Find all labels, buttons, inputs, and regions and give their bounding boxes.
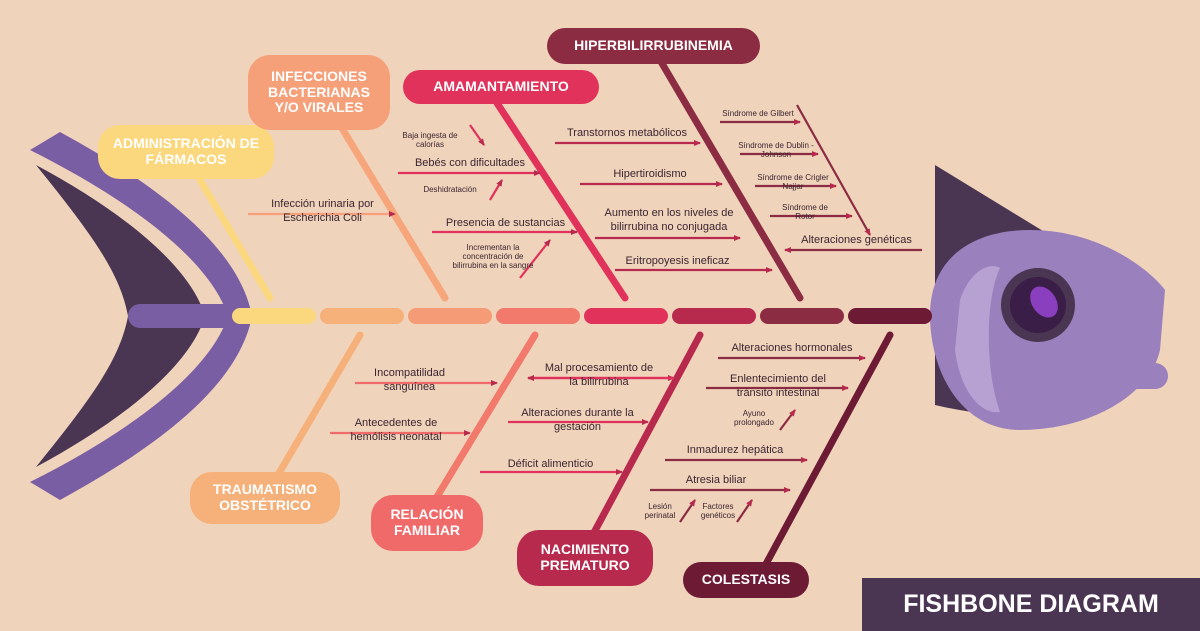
cause-transtornos: Transtornos metabólicos xyxy=(566,127,688,139)
cause-crigler: Síndrome de Crigler Najjar xyxy=(757,173,829,192)
cause-bebes-dificultades: Bebés con dificultades xyxy=(414,157,526,169)
cause-alteraciones-hormonales: Alteraciones hormonales xyxy=(731,342,853,354)
cause-alteraciones-gestacion: Alteraciones durante la gestación xyxy=(521,407,634,433)
cause-inmadurez: Inmadurez hepática xyxy=(686,444,784,456)
cause-atresia: Atresia biliar xyxy=(685,474,747,486)
cause-deshidratacion: Deshidratación xyxy=(423,185,477,194)
cause-mal-procesamiento: Mal procesamiento de la bilirrubina xyxy=(544,362,654,388)
cause-deficit: Déficit alimenticio xyxy=(507,458,594,470)
fish-head xyxy=(930,165,1168,430)
cause-hipertiroidismo: Hipertiroidismo xyxy=(613,168,687,180)
cause-presencia-sustancias: Presencia de sustancias xyxy=(445,217,566,229)
category-label: AMAMANTAMIENTO xyxy=(433,78,569,95)
category-label: TRAUMATISMO OBSTÉTRICO xyxy=(213,481,317,513)
cause-incompatibilidad: Incompatilidad sanguínea xyxy=(374,367,445,393)
category-relacion-familiar: RELACIÓN FAMILIAR xyxy=(371,495,483,551)
category-label: RELACIÓN FAMILIAR xyxy=(390,506,464,538)
cause-ayuno: Ayuno prolongado xyxy=(733,409,775,428)
cause-incrementan: Incrementan la concentración de bilirrub… xyxy=(452,243,534,271)
cause-rotor: Síndrome de Rotor xyxy=(782,203,828,222)
category-amamantamiento: AMAMANTAMIENTO xyxy=(403,70,599,104)
category-nacimiento-prematuro: NACIMIENTO PREMATURO xyxy=(517,530,653,586)
cause-aumento: Aumento en los niveles de bilirrubina no… xyxy=(604,207,734,233)
category-label: HIPERBILIRRUBINEMIA xyxy=(574,37,733,54)
category-label: ADMINISTRACIÓN DE FÁRMACOS xyxy=(112,135,260,167)
cause-dublin: Síndrome de Dublin - Johnson xyxy=(738,141,814,160)
main-bones xyxy=(196,56,894,579)
fish-tail xyxy=(30,132,252,500)
cause-factores: Factores genéticos xyxy=(700,502,736,521)
cause-antecedentes: Antecedentes de hemólisis neonatal xyxy=(350,417,442,443)
cause-gilbert: Síndrome de Gilbert xyxy=(722,109,794,118)
spine xyxy=(232,308,932,324)
category-label: COLESTASIS xyxy=(701,571,791,588)
cause-lesion: Lesión perinatal xyxy=(644,502,676,521)
category-label: NACIMIENTO PREMATURO xyxy=(540,541,630,573)
diagram-title: FISHBONE DIAGRAM xyxy=(862,578,1200,631)
cause-baja-ingesta: Baja ingesta de calorías xyxy=(402,131,458,150)
category-colestasis: COLESTASIS xyxy=(683,562,809,598)
cause-eritropoyesis: Eritropoyesis ineficaz xyxy=(625,255,730,267)
category-infecciones: INFECCIONES BACTERIANAS Y/O VIRALES xyxy=(248,55,390,130)
category-label: INFECCIONES BACTERIANAS Y/O VIRALES xyxy=(268,67,370,116)
cause-alteraciones-geneticas: Alteraciones genéticas xyxy=(801,234,912,246)
cause-infeccion-urinaria: Infección urinaria por Escherichia Coli xyxy=(271,198,374,224)
cause-enlentecimiento: Enlentecimiento del tránsito intestinal xyxy=(729,373,826,399)
cause-arrows xyxy=(248,104,922,523)
category-traumatismo: TRAUMATISMO OBSTÉTRICO xyxy=(190,472,340,524)
category-administracion-farmacos: ADMINISTRACIÓN DE FÁRMACOS xyxy=(98,125,274,179)
category-hiperbilirrubinemia: HIPERBILIRRUBINEMIA xyxy=(547,28,760,64)
